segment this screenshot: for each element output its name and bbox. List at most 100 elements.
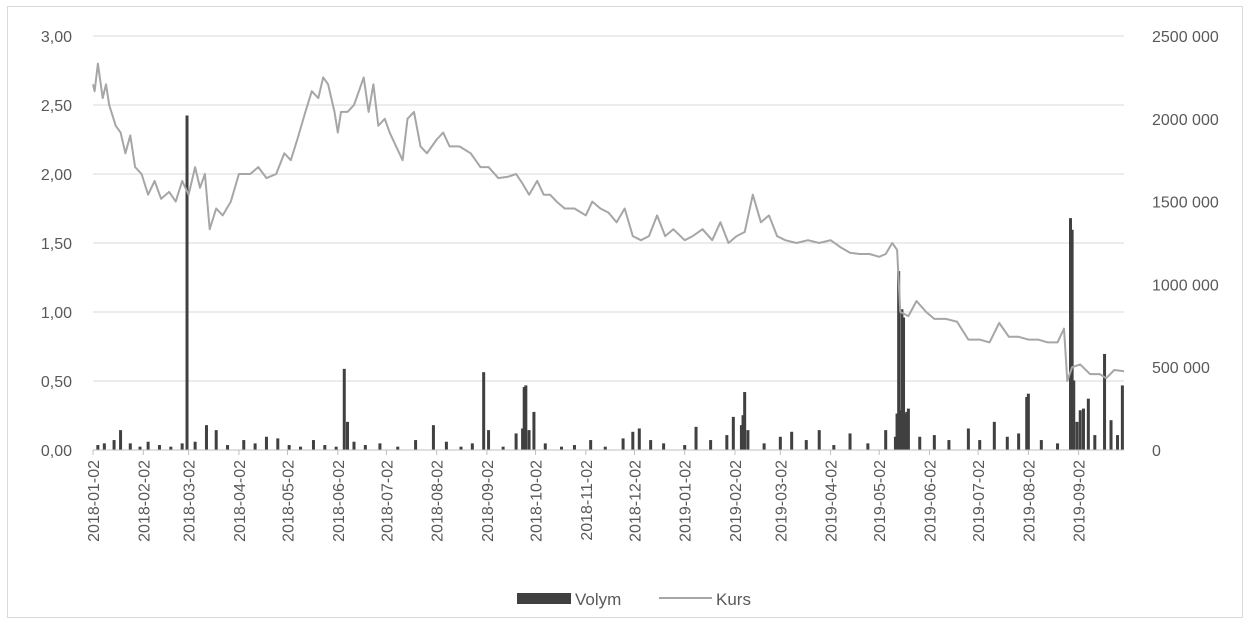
- volume-bar: [739, 425, 743, 450]
- volume-bar: [527, 430, 531, 450]
- volume-bar: [603, 446, 607, 450]
- volume-bar: [444, 441, 448, 450]
- volume-bar: [992, 421, 996, 450]
- y-axis-right-ticks: 0 500 000 1000 000 1500 000 2000 000 2500 000: [1152, 29, 1219, 460]
- y-left-tick-label: 2,00: [41, 167, 72, 184]
- volume-bar: [180, 443, 184, 450]
- volume-bar: [169, 446, 173, 450]
- volume-bar: [709, 440, 713, 450]
- x-tick-label: 2018-02-02: [136, 460, 153, 542]
- volume-bar: [932, 435, 936, 450]
- volume-bar: [128, 443, 132, 450]
- volume-bar: [323, 445, 327, 450]
- volume-bar: [414, 440, 418, 450]
- volume-bar: [157, 445, 161, 450]
- x-tick-label: 2019-09-02: [1072, 460, 1089, 542]
- y-left-tick-label: 3,00: [41, 29, 72, 46]
- volume-bar: [893, 436, 897, 450]
- volume-bar: [1109, 420, 1113, 450]
- y-left-tick-label: 2,50: [41, 98, 72, 115]
- volume-bar: [662, 443, 666, 450]
- volume-bar: [470, 443, 474, 450]
- x-tick-label: 2019-04-02: [824, 460, 841, 542]
- x-tick-label: 2018-06-02: [331, 460, 348, 542]
- volume-bars: [96, 115, 1124, 450]
- volume-bar: [102, 443, 106, 450]
- volume-bar: [138, 446, 142, 450]
- y-right-tick-label: 1500 000: [1152, 195, 1219, 212]
- legend-label-volym: Volym: [575, 590, 621, 609]
- legend-label-kurs: Kurs: [716, 590, 751, 609]
- volume-bar: [514, 433, 518, 450]
- volume-bar: [900, 309, 904, 450]
- volume-bar: [902, 317, 906, 450]
- volume-bar: [193, 441, 197, 450]
- volume-bar: [501, 446, 505, 450]
- volume-bar: [631, 431, 635, 450]
- volume-bar: [741, 415, 745, 450]
- volume-bar: [431, 425, 435, 450]
- volume-bar: [637, 428, 641, 450]
- volume-bar: [378, 443, 382, 450]
- volume-bar: [918, 436, 922, 450]
- volume-bar: [346, 421, 350, 450]
- volume-bar: [1005, 436, 1009, 450]
- volume-bar: [396, 446, 400, 450]
- volume-bar: [731, 416, 735, 450]
- volume-bar: [1103, 353, 1107, 450]
- price-series-line: [92, 62, 1125, 382]
- volume-bar: [1072, 380, 1076, 450]
- volume-bar: [482, 372, 486, 450]
- volume-bar: [253, 443, 257, 450]
- volume-bar: [96, 445, 100, 450]
- volume-bar: [848, 433, 852, 450]
- x-tick-label: 2019-05-02: [872, 460, 889, 542]
- x-tick-label: 2018-09-02: [480, 460, 497, 542]
- volume-bar: [866, 443, 870, 450]
- x-tick-label: 2019-07-02: [971, 460, 988, 542]
- volume-bar: [1116, 435, 1120, 450]
- volume-bar: [817, 430, 821, 450]
- volume-bar: [832, 445, 836, 450]
- x-tick-label: 2019-01-02: [678, 460, 695, 542]
- x-tick-label: 2018-08-02: [430, 460, 447, 542]
- y-axis-left-ticks: 0,00 0,50 1,00 1,50 2,00 2,50 3,00: [41, 29, 72, 460]
- legend-swatch-volym: [517, 593, 571, 604]
- x-tick-label: 2018-07-02: [379, 460, 396, 542]
- gridlines: [93, 35, 1124, 382]
- volume-bar: [905, 411, 909, 450]
- volume-bar: [947, 440, 951, 450]
- x-tick-label: 2019-06-02: [922, 460, 939, 542]
- volume-bar: [363, 445, 367, 450]
- volume-bar: [978, 440, 982, 450]
- x-tick-label: 2018-01-02: [86, 460, 103, 542]
- volume-bar: [1086, 398, 1090, 450]
- volume-bar: [903, 413, 907, 450]
- volume-bar: [559, 446, 563, 450]
- volume-bar: [572, 445, 576, 450]
- x-tick-label: 2018-11-02: [579, 460, 596, 541]
- x-tick-label: 2018-05-02: [281, 460, 298, 542]
- volume-bar: [352, 441, 356, 450]
- price-line: [92, 62, 1125, 382]
- volume-bar: [1039, 440, 1043, 450]
- volume-bar: [683, 445, 687, 450]
- volume-bar: [264, 436, 268, 450]
- volume-bar: [790, 431, 794, 450]
- volume-bar: [459, 446, 463, 450]
- volume-bar: [1025, 397, 1029, 450]
- x-tick-label: 2019-02-02: [728, 460, 745, 542]
- volume-bar: [743, 392, 747, 450]
- volume-bar: [804, 440, 808, 450]
- volume-bar: [524, 385, 528, 450]
- volume-bar: [185, 115, 189, 450]
- volume-bar: [342, 368, 346, 450]
- volume-bar: [1075, 421, 1079, 450]
- volume-bar: [1069, 218, 1073, 450]
- volume-bar: [1093, 435, 1097, 450]
- volume-bar: [146, 441, 150, 450]
- y-left-tick-label: 1,00: [41, 305, 72, 322]
- volume-bar: [746, 430, 750, 450]
- volume-bar: [119, 430, 123, 450]
- volume-bar: [487, 430, 491, 450]
